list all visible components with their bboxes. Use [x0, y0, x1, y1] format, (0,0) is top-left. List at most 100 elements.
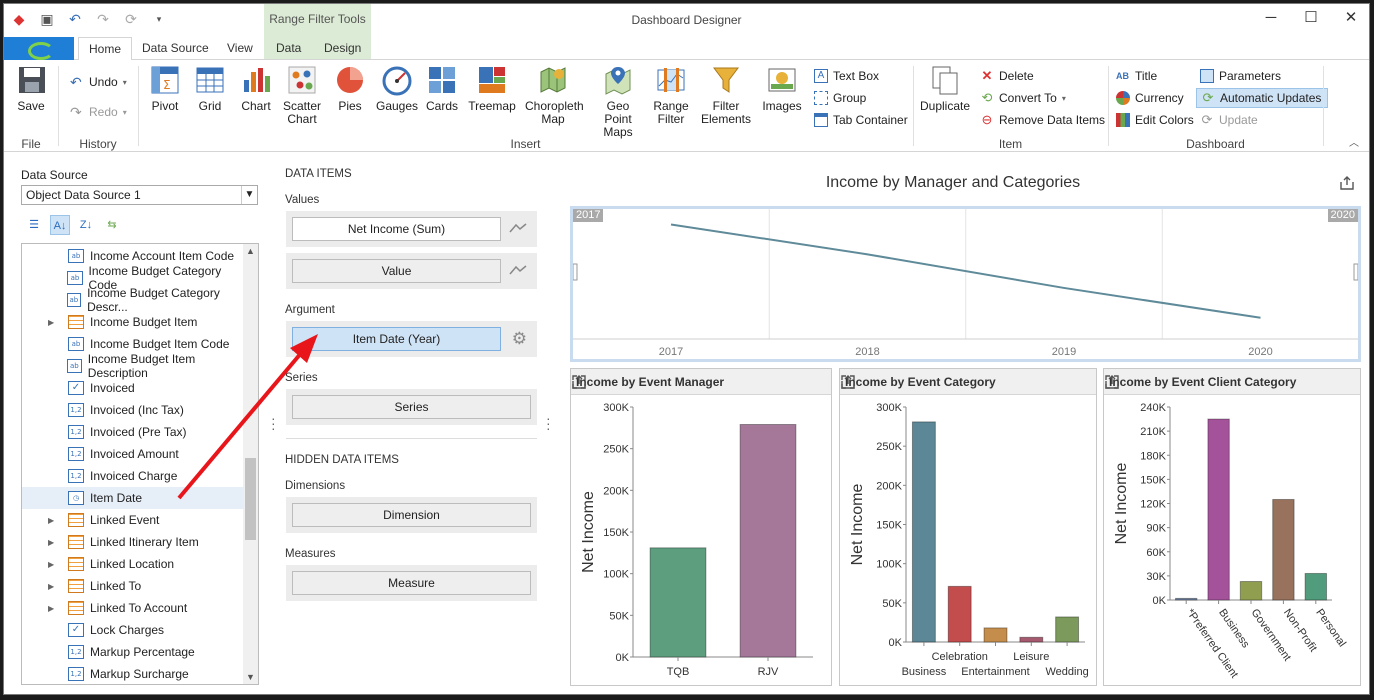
- update-button[interactable]: ⟳ Update: [1200, 110, 1258, 130]
- tree-item[interactable]: ab Income Budget Category Code: [22, 264, 244, 292]
- insert-treemap-button[interactable]: Treemap: [468, 64, 516, 113]
- scrollbar-thumb[interactable]: [245, 458, 256, 540]
- net-income-sum-item[interactable]: Net Income (Sum): [292, 217, 501, 241]
- duplicate-button[interactable]: Duplicate: [920, 64, 970, 113]
- tree-item[interactable]: ▶ Linked To: [22, 575, 244, 597]
- refresh-fields-icon[interactable]: ⇆: [107, 219, 117, 231]
- insert-images-button[interactable]: Images: [762, 64, 802, 113]
- tree-item[interactable]: 1,2 Invoiced (Pre Tax): [22, 421, 244, 443]
- insert-choropleth-map-button[interactable]: Choropleth Map: [522, 64, 584, 126]
- expand-icon[interactable]: ▶: [48, 603, 55, 613]
- tree-item[interactable]: ✓ Invoiced: [22, 377, 244, 399]
- insert-pivot-button[interactable]: Σ Pivot: [144, 64, 186, 113]
- save-button[interactable]: Save: [16, 64, 46, 113]
- series-placeholder[interactable]: Series: [292, 395, 531, 419]
- field-tree[interactable]: ▲ ▼ ab Income Account Item Code ab Income B…: [21, 243, 259, 685]
- tree-item[interactable]: 1,2 Markup Surcharge: [22, 663, 244, 684]
- tree-item[interactable]: ▶ Linked Itinerary Item: [22, 531, 244, 553]
- maximize-icon[interactable]: [840, 374, 856, 390]
- expand-icon[interactable]: ▶: [48, 581, 55, 591]
- scroll-up-icon[interactable]: ▲: [246, 246, 255, 256]
- tree-item[interactable]: ✓ Lock Charges: [22, 619, 244, 641]
- chevron-down-icon[interactable]: ▼: [241, 186, 257, 204]
- tab-data-source[interactable]: Data Source: [142, 41, 209, 55]
- redo-icon[interactable]: ↷: [97, 11, 109, 27]
- card-income-by-event-client-category[interactable]: Income by Event Client Category Net Inco…: [1103, 368, 1361, 686]
- tree-item[interactable]: 1,2 Invoiced Amount: [22, 443, 244, 465]
- tree-item[interactable]: ▶ Income Budget Item: [22, 311, 244, 333]
- tree-item[interactable]: ab Income Budget Item Description: [22, 352, 244, 380]
- value-placeholder[interactable]: Value: [292, 259, 501, 283]
- minimize-icon[interactable]: ─: [1265, 9, 1277, 26]
- insert-pies-button[interactable]: Pies: [332, 64, 368, 113]
- tree-item[interactable]: ▶ Linked To Account: [22, 597, 244, 619]
- sort-descending-icon[interactable]: Z↓: [79, 219, 93, 231]
- expand-icon[interactable]: ▶: [48, 317, 55, 327]
- close-icon[interactable]: ✕: [1344, 9, 1358, 26]
- tree-item[interactable]: ab Income Account Item Code: [22, 245, 244, 267]
- tree-item[interactable]: ab Income Budget Item Code: [22, 333, 244, 355]
- item-date-year-item[interactable]: Item Date (Year): [292, 327, 501, 351]
- tab-home[interactable]: Home: [78, 37, 133, 61]
- insert-gauges-button[interactable]: Gauges: [376, 64, 418, 113]
- export-icon[interactable]: [1339, 175, 1355, 191]
- tab-view[interactable]: View: [227, 41, 253, 55]
- expand-icon[interactable]: ▶: [48, 515, 55, 525]
- tree-item[interactable]: 1,2 Invoiced Charge: [22, 465, 244, 487]
- application-menu-button[interactable]: [4, 37, 74, 60]
- tree-item[interactable]: 1,2 Invoiced (Inc Tax): [22, 399, 244, 421]
- sort-ascending-icon[interactable]: A↓: [50, 215, 70, 235]
- range-filter[interactable]: 2017 2020 2017 2018 2019 2020: [570, 206, 1361, 362]
- expand-icon[interactable]: ▶: [48, 537, 55, 547]
- dashboard-title-button[interactable]: AB Title: [1116, 66, 1157, 86]
- undo-icon[interactable]: ↶: [69, 11, 81, 27]
- measure-placeholder[interactable]: Measure: [292, 571, 531, 595]
- collapse-ribbon-icon[interactable]: ︿: [1349, 138, 1359, 149]
- tab-data[interactable]: Data: [276, 41, 302, 55]
- insert-cards-button[interactable]: Cards: [424, 64, 460, 113]
- sparkline-toggle-icon[interactable]: [509, 221, 527, 235]
- remove-data-items-button[interactable]: ⊖ Remove Data Items: [980, 110, 1106, 130]
- insert-text-box-button[interactable]: A Text Box: [814, 66, 879, 86]
- tree-item[interactable]: ab Income Budget Category Descr...: [22, 286, 244, 314]
- splitter-handle[interactable]: · · ·: [546, 410, 551, 436]
- undo-button[interactable]: ↶ Undo ▾: [70, 72, 127, 92]
- insert-grid-button[interactable]: Grid: [190, 64, 230, 113]
- insert-scatter-chart-button[interactable]: Scatter Chart: [280, 64, 324, 126]
- group-by-type-icon[interactable]: ☰: [29, 219, 39, 231]
- maximize-icon[interactable]: [571, 374, 587, 390]
- tree-item[interactable]: ▶ Linked Location: [22, 553, 244, 575]
- insert-chart-button[interactable]: Chart: [236, 64, 276, 113]
- maximize-icon[interactable]: [1104, 374, 1120, 390]
- tree-scrollbar[interactable]: ▲ ▼: [243, 244, 258, 684]
- sparkline-toggle-icon[interactable]: [509, 263, 527, 277]
- insert-range-filter-button[interactable]: Range Filter: [648, 64, 694, 126]
- currency-button[interactable]: Currency: [1116, 88, 1184, 108]
- tab-design[interactable]: Design: [324, 41, 362, 55]
- insert-filter-elements-button[interactable]: Filter Elements: [700, 64, 752, 126]
- expand-icon[interactable]: ▶: [48, 559, 55, 569]
- customize-qat-icon[interactable]: ▾: [156, 14, 162, 24]
- convert-to-button[interactable]: ⟲ Convert To ▾: [980, 88, 1066, 108]
- maximize-icon[interactable]: ☐: [1304, 9, 1318, 26]
- dimension-placeholder[interactable]: Dimension: [292, 503, 531, 527]
- automatic-updates-toggle[interactable]: ⟳ Automatic Updates: [1196, 88, 1329, 108]
- tree-item[interactable]: 1,2 Markup Percentage: [22, 641, 244, 663]
- delete-button[interactable]: ✕ Delete: [980, 66, 1034, 86]
- data-source-select[interactable]: Object Data Source 1 ▼: [21, 185, 258, 205]
- refresh-icon[interactable]: ⟳: [125, 11, 137, 27]
- tree-item[interactable]: ◷ Item Date: [22, 487, 244, 509]
- insert-tab-container-button[interactable]: Tab Container: [814, 110, 908, 130]
- redo-button[interactable]: ↷ Redo ▾: [70, 102, 127, 122]
- splitter-handle[interactable]: · · ·: [271, 410, 276, 436]
- tree-item[interactable]: ▶ Linked Event: [22, 509, 244, 531]
- gear-icon[interactable]: ⚙: [511, 329, 527, 348]
- card-income-by-event-manager[interactable]: Income by Event Manager Net Income 0K 50K 1…: [570, 368, 832, 686]
- insert-group-button[interactable]: Group: [814, 88, 866, 108]
- parameters-button[interactable]: Parameters: [1200, 66, 1281, 86]
- edit-colors-button[interactable]: Edit Colors: [1116, 110, 1194, 130]
- save-icon[interactable]: ▣: [40, 11, 54, 27]
- insert-geo-point-maps-button[interactable]: Geo Point Maps: [590, 64, 646, 139]
- card-income-by-event-category[interactable]: Income by Event Category Net Income 0K 50K…: [839, 368, 1097, 686]
- scroll-down-icon[interactable]: ▼: [246, 672, 255, 682]
